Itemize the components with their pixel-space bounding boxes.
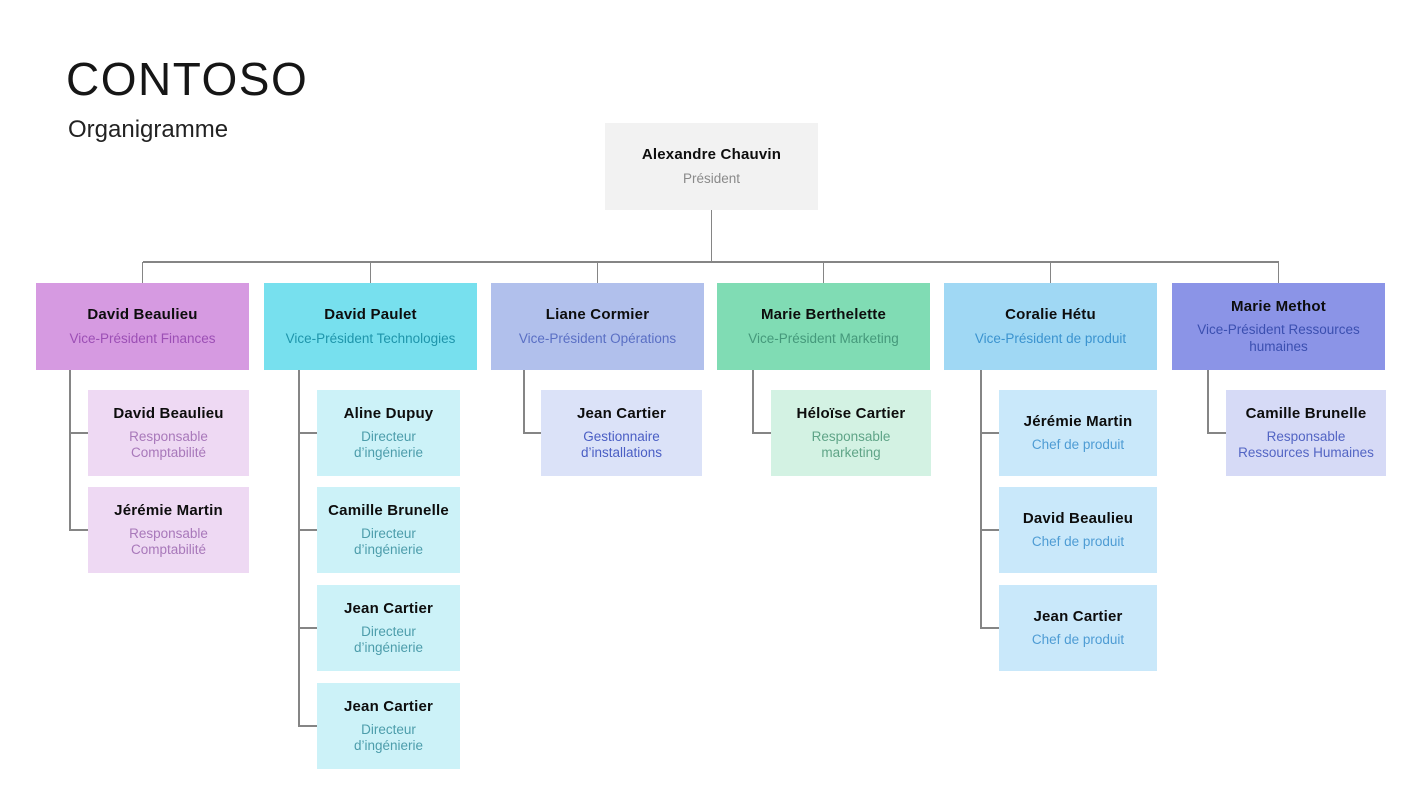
employee-name: David Beaulieu <box>87 306 198 324</box>
employee-role: Responsable Comptabilité <box>129 525 208 558</box>
connector-line <box>1207 370 1209 433</box>
connector-line <box>752 370 754 433</box>
connector-line <box>710 210 713 262</box>
employee-role: Vice-Président Opérations <box>518 330 677 346</box>
org-node-report-2-0[interactable]: Jean Cartier Gestionnaire d’installations <box>541 390 702 476</box>
employee-name: Camille Brunelle <box>328 501 449 519</box>
employee-role: Responsable Comptabilité <box>129 428 208 461</box>
connector-line <box>596 262 599 283</box>
org-node-report-0-1[interactable]: Jérémie Martin Responsable Comptabilité <box>88 487 249 573</box>
connector-line <box>980 370 982 628</box>
employee-role: Vice-Président Ressources humaines <box>1197 322 1360 354</box>
employee-name: Marie Berthelette <box>760 306 887 324</box>
org-node-vp-4[interactable]: Coralie Hétu Vice-Président de produit <box>944 283 1157 370</box>
employee-role: Chef de produit <box>1031 534 1125 550</box>
org-node-vp-1[interactable]: David Paulet Vice-Président Technologies <box>264 283 477 370</box>
employee-name: Jean Cartier <box>343 599 434 617</box>
employee-name: Marie Methot <box>1231 298 1326 316</box>
connector-line <box>142 261 1279 263</box>
employee-name: Jérémie Martin <box>1023 412 1133 430</box>
connector-line <box>298 725 317 727</box>
connector-line <box>822 262 825 283</box>
employee-role: Président <box>682 170 741 186</box>
org-node-report-4-0[interactable]: Jérémie Martin Chef de produit <box>999 390 1157 476</box>
employee-name: Héloïse Cartier <box>796 404 906 422</box>
employee-name: Coralie Hétu <box>1005 306 1096 324</box>
page-title: Organigramme <box>68 116 229 143</box>
connector-line <box>752 432 771 434</box>
org-node-vp-5[interactable]: Marie Methot Vice-Président Ressources hu… <box>1172 283 1385 370</box>
org-node-vp-0[interactable]: David Beaulieu Vice-Président Finances <box>36 283 249 370</box>
connector-line <box>69 529 88 531</box>
employee-role: Gestionnaire d’installations <box>580 428 663 461</box>
connector-line <box>69 432 88 434</box>
connector-line <box>298 627 317 629</box>
employee-name: David Beaulieu <box>1022 509 1134 527</box>
employee-name: Jean Cartier <box>343 697 434 715</box>
connector-line <box>298 529 317 531</box>
connector-line <box>523 370 525 433</box>
employee-name: Aline Dupuy <box>343 404 434 422</box>
employee-role: Vice-Président Technologies <box>285 330 456 346</box>
employee-role: Responsable Ressources Humaines <box>1238 428 1374 461</box>
employee-role: Chef de produit <box>1031 437 1125 453</box>
org-node-report-5-0[interactable]: Camille Brunelle Responsable Ressources H… <box>1226 390 1386 476</box>
connector-line <box>69 370 71 530</box>
connector-line <box>980 529 999 531</box>
connector-line <box>1277 262 1280 283</box>
employee-role: Vice-Président Finances <box>69 330 216 346</box>
employee-role: Responsable marketing <box>811 428 891 461</box>
org-node-report-0-0[interactable]: David Beaulieu Responsable Comptabilité <box>88 390 249 476</box>
connector-line <box>980 627 999 629</box>
employee-name: Liane Cormier <box>545 306 650 324</box>
connector-line <box>980 432 999 434</box>
org-node-report-4-2[interactable]: Jean Cartier Chef de produit <box>999 585 1157 671</box>
employee-name: David Paulet <box>324 306 417 324</box>
org-node-report-3-0[interactable]: Héloïse Cartier Responsable marketing <box>771 390 931 476</box>
org-node-vp-3[interactable]: Marie Berthelette Vice-Président Marketin… <box>717 283 930 370</box>
org-node-report-4-1[interactable]: David Beaulieu Chef de produit <box>999 487 1157 573</box>
org-node-report-1-3[interactable]: Jean Cartier Directeur d’ingénierie <box>317 683 460 769</box>
org-node-vp-2[interactable]: Liane Cormier Vice-Président Opérations <box>491 283 704 370</box>
employee-role: Directeur d’ingénierie <box>353 721 424 754</box>
employee-name: Jérémie Martin <box>114 501 223 519</box>
employee-role: Chef de produit <box>1031 632 1125 648</box>
org-node-president[interactable]: Alexandre Chauvin Président <box>605 123 818 210</box>
employee-name: Alexandre Chauvin <box>641 146 782 164</box>
connector-line <box>369 262 372 283</box>
employee-name: Camille Brunelle <box>1245 404 1367 422</box>
connector-line <box>298 432 317 434</box>
connector-line <box>141 262 144 283</box>
org-node-report-1-2[interactable]: Jean Cartier Directeur d’ingénierie <box>317 585 460 671</box>
employee-role: Directeur d’ingénierie <box>353 623 424 656</box>
employee-role: Vice-Président de produit <box>974 330 1127 346</box>
connector-line <box>1207 432 1226 434</box>
connector-line <box>1049 262 1052 283</box>
org-node-report-1-1[interactable]: Camille Brunelle Directeur d’ingénierie <box>317 487 460 573</box>
employee-role: Vice-Président Marketing <box>748 330 899 346</box>
employee-role: Directeur d’ingénierie <box>353 428 424 461</box>
employee-name: Jean Cartier <box>576 404 667 422</box>
connector-line <box>523 432 541 434</box>
connector-line <box>298 370 300 726</box>
employee-role: Directeur d’ingénierie <box>353 525 424 558</box>
employee-name: David Beaulieu <box>113 404 224 422</box>
company-logo-text: CONTOSO <box>66 53 309 105</box>
employee-name: Jean Cartier <box>1033 607 1123 625</box>
org-node-report-1-0[interactable]: Aline Dupuy Directeur d’ingénierie <box>317 390 460 476</box>
